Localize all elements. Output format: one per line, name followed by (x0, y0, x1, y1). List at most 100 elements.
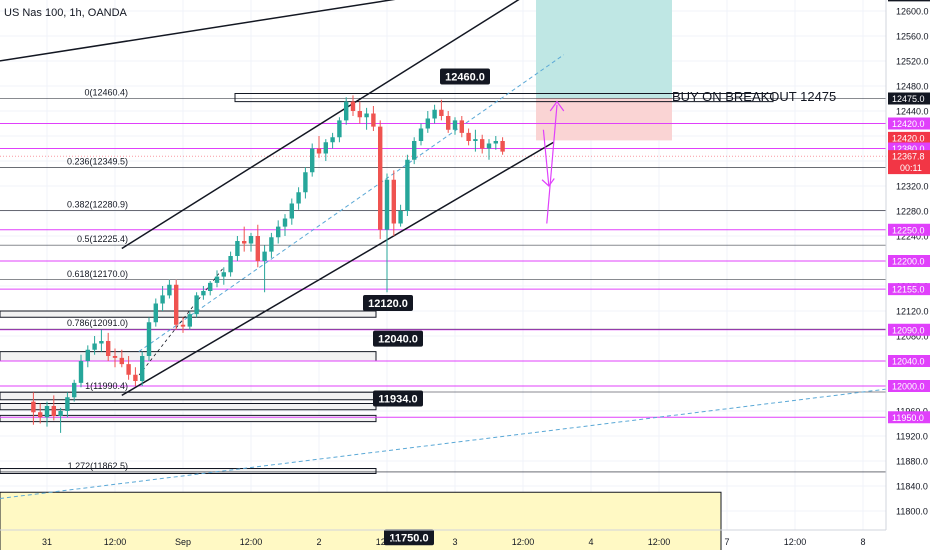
candle-body (425, 118, 430, 129)
candle-body (391, 179, 396, 224)
candle-body (357, 111, 362, 118)
candle-body (282, 218, 288, 227)
price-axis-tag-label: 12420.0 (892, 119, 925, 129)
candle-body (337, 120, 342, 138)
symbol-title: US Nas 100, 1h, OANDA (4, 7, 128, 19)
candle-body (106, 341, 111, 356)
time-tick-label: 12:00 (240, 537, 263, 547)
candle-body (296, 192, 301, 204)
price-callout (373, 330, 423, 347)
time-tick-label: 12:00 (512, 537, 535, 547)
breakout-box (234, 93, 774, 103)
candle-body (398, 211, 403, 224)
price-axis-tag-label: 12040.0 (892, 357, 925, 367)
take-profit-zone (536, 0, 672, 99)
current-price-tag (888, 150, 930, 175)
time-tick-label: 4 (588, 537, 593, 547)
price-axis-tag (888, 323, 930, 336)
price-tick-label: 12480.0 (896, 82, 929, 92)
price-axis-tag-label: 11950.0 (892, 413, 924, 423)
candle-body (31, 401, 36, 413)
time-tick-label: 12:00 (376, 537, 399, 547)
price-tick-label: 12120.0 (896, 307, 929, 317)
price-tick-label: 11800.0 (896, 507, 928, 517)
candle-body (119, 357, 124, 365)
candle-body (140, 356, 145, 381)
drawing-zones (0, 0, 774, 553)
candles (31, 95, 505, 433)
time-tick-label: 8 (860, 537, 865, 547)
stop-loss-zone (536, 98, 672, 141)
candle-body (418, 128, 424, 141)
current-price-value: 12367.8 (892, 152, 925, 162)
time-tick-label: 3 (452, 537, 457, 547)
candle-body (323, 142, 328, 154)
candle-body (133, 374, 138, 381)
price-callouts: 12460.0 12120.0 12040.0 11934.0 11750.0 (363, 68, 490, 546)
price-callout-label: 11750.0 (389, 532, 428, 544)
price-axis-tag-label: 12155.0 (892, 285, 925, 295)
down-projection-arrow (542, 129, 550, 187)
breakout-annotation[interactable]: BUY ON BREAKOUT 12475 (672, 89, 836, 104)
candle-body (439, 109, 444, 116)
long-trend-line (0, 0, 396, 62)
candle-body (486, 143, 492, 149)
candle-body (310, 148, 315, 173)
candle-body (99, 341, 104, 344)
down-arrow-head (541, 178, 555, 187)
mid-trend-line (138, 54, 565, 353)
price-tick-label: 11920.0 (896, 432, 928, 442)
bar-countdown: 00:11 (900, 163, 922, 173)
price-callout (384, 529, 434, 546)
price-callout-label: 12120.0 (368, 298, 408, 310)
candle-body (330, 137, 335, 143)
fib-levels: 0(12460.4) 0.236(12349.5) 0.382(12280.9) 0.… (67, 87, 128, 471)
candle-body (446, 116, 451, 130)
fib-label: 0.382(12280.9) (67, 199, 128, 209)
price-tick-label: 11880.0 (896, 457, 928, 467)
price-callout (440, 68, 490, 85)
candle-body (153, 303, 158, 323)
price-axis-tag-label: 12420.0 (892, 133, 925, 143)
candle-body (160, 295, 165, 304)
candle-body (289, 203, 294, 219)
time-axis[interactable]: 31 12:00 Sep 12:00 2 12:00 3 12:00 4 12:00 7 12:00 8 (0, 529, 886, 547)
price-callout (373, 390, 423, 407)
price-callout-label: 12040.0 (378, 334, 418, 346)
price-axis[interactable]: 11800.011840.011880.011920.011960.012000… (885, 0, 932, 550)
fib-label: 0.5(12225.4) (77, 234, 128, 244)
candle-body (364, 113, 369, 118)
candle-body (180, 324, 186, 327)
demand-zone (0, 491, 722, 553)
candle-body (480, 139, 485, 149)
price-tick-label: 11840.0 (896, 482, 928, 492)
price-callout-label: 11934.0 (378, 394, 417, 406)
candle-body (500, 141, 505, 152)
candle-body (214, 276, 220, 283)
price-axis-tag-label: 12630.0 (892, 0, 925, 1)
supply-box (0, 403, 377, 411)
trend-lines (0, 0, 887, 499)
price-axis-tag (888, 223, 930, 236)
up-projection-arrow (546, 104, 558, 224)
candle-body (174, 284, 179, 325)
candle-body (187, 314, 192, 327)
time-tick-label: 31 (42, 537, 52, 547)
channel-lower-line (121, 141, 554, 397)
time-tick-label: 7 (724, 537, 729, 547)
projection-arrows (541, 100, 565, 224)
candle-body (269, 237, 274, 252)
candle-body (126, 364, 131, 375)
candle-body (248, 236, 254, 244)
price-callout (363, 295, 413, 311)
price-axis-tag-label: 12250.0 (892, 225, 925, 235)
time-tick-label: 2 (316, 537, 321, 547)
candle-body (344, 101, 349, 121)
candle-body (432, 109, 437, 119)
time-tick-label: 12:00 (104, 537, 127, 547)
candle-body (51, 406, 56, 416)
candle-body (92, 343, 97, 350)
candle-body (146, 322, 152, 356)
